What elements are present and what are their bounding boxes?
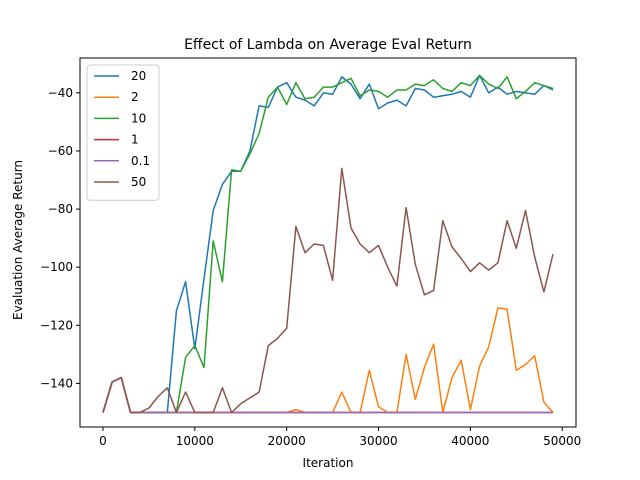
x-tick-label: 40000 (451, 434, 489, 448)
x-tick-label: 0 (99, 434, 107, 448)
y-tick-label: −60 (48, 144, 73, 158)
y-axis-label: Evaluation Average Return (11, 160, 25, 320)
legend-label-0: 20 (131, 69, 146, 83)
series-line-2 (102, 74, 554, 414)
legend-label-5: 50 (131, 175, 146, 189)
legend-label-2: 10 (131, 111, 146, 125)
legend: 20 2 10 1 0.1 50 (86, 64, 160, 201)
x-tick-label: 50000 (543, 434, 581, 448)
legend-label-3: 1 (131, 133, 139, 147)
y-tick-label: −120 (40, 318, 73, 332)
series-line-0 (102, 74, 554, 414)
x-tick-label: 10000 (176, 434, 214, 448)
legend-label-1: 2 (131, 90, 139, 104)
series-layer (102, 74, 554, 414)
x-tick-label: 20000 (268, 434, 306, 448)
x-axis-label: Iteration (303, 456, 354, 470)
series-line-4 (102, 376, 553, 414)
legend-box (86, 64, 160, 201)
y-tick-label: −80 (48, 202, 73, 216)
chart-title: Effect of Lambda on Average Eval Return (184, 37, 472, 53)
y-tick-label: −100 (40, 260, 73, 274)
legend-label-4: 0.1 (131, 154, 150, 168)
y-axis: −140 −120 −100 −80 −60 −40 (40, 86, 80, 390)
series-line-5 (102, 167, 554, 414)
x-axis: 0 10000 20000 30000 40000 50000 (99, 427, 581, 448)
x-tick-label: 30000 (359, 434, 397, 448)
y-tick-label: −140 (40, 376, 73, 390)
y-tick-label: −40 (48, 86, 73, 100)
plot-area (79, 57, 577, 428)
